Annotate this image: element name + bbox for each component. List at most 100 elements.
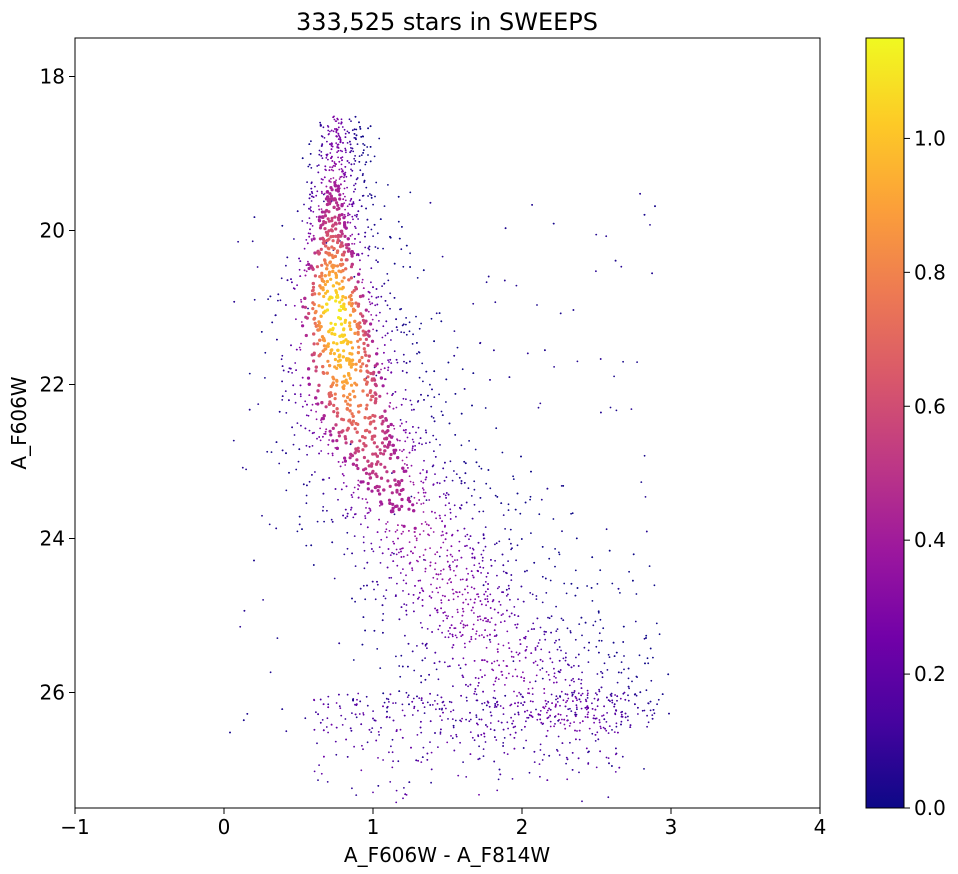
colorbar-tick-label: 0.2 <box>914 662 946 686</box>
x-tick-label: −1 <box>60 815 89 839</box>
scatter-point <box>358 199 361 202</box>
scatter-point <box>351 496 354 498</box>
scatter-point <box>312 196 315 199</box>
scatter-point <box>381 452 386 456</box>
scatter-point <box>274 314 277 316</box>
scatter-point <box>443 704 446 707</box>
scatter-point <box>498 664 500 667</box>
scatter-point <box>653 712 656 715</box>
scatter-point <box>580 679 583 681</box>
scatter-point <box>340 175 343 178</box>
scatter-point <box>408 451 411 454</box>
scatter-point <box>389 307 391 310</box>
scatter-point <box>376 531 379 533</box>
scatter-point <box>354 160 357 162</box>
scatter-point <box>379 451 383 455</box>
scatter-point <box>385 523 387 525</box>
scatter-point <box>639 192 641 195</box>
scatter-point <box>539 626 542 629</box>
scatter-point <box>649 709 652 712</box>
scatter-point <box>643 454 646 457</box>
scatter-point <box>510 716 512 719</box>
scatter-point <box>571 512 574 515</box>
scatter-point <box>615 722 618 725</box>
scatter-point <box>486 634 489 637</box>
scatter-point <box>417 491 420 494</box>
scatter-point <box>529 495 532 498</box>
scatter-point <box>322 414 326 418</box>
scatter-point <box>344 166 347 168</box>
scatter-point <box>465 598 467 601</box>
scatter-point <box>369 508 372 510</box>
scatter-point <box>380 368 382 371</box>
scatter-point <box>270 451 273 453</box>
scatter-point <box>400 556 403 558</box>
scatter-point <box>412 333 414 336</box>
scatter-point <box>329 130 331 133</box>
scatter-point <box>467 591 469 594</box>
scatter-point <box>345 342 350 346</box>
scatter-point <box>380 726 382 729</box>
scatter-point <box>321 192 323 195</box>
scatter-point <box>364 467 368 471</box>
scatter-point <box>441 594 444 597</box>
scatter-point <box>318 208 321 211</box>
scatter-point <box>349 383 354 387</box>
scatter-point <box>393 262 396 265</box>
scatter-point <box>453 504 456 507</box>
scatter-point <box>381 336 384 339</box>
scatter-point <box>520 729 523 731</box>
scatter-point <box>581 720 584 723</box>
scatter-point <box>310 238 313 241</box>
scatter-point <box>326 344 330 348</box>
scatter-point <box>579 722 581 724</box>
scatter-point <box>553 641 556 644</box>
scatter-point <box>436 694 439 696</box>
scatter-point <box>388 440 392 444</box>
scatter-point <box>614 694 616 696</box>
scatter-point <box>651 717 654 720</box>
scatter-point <box>501 674 504 676</box>
scatter-point <box>498 586 500 588</box>
scatter-point <box>311 403 314 406</box>
scatter-point <box>613 655 616 657</box>
scatter-point <box>475 693 478 696</box>
scatter-point <box>506 630 509 633</box>
scatter-point <box>512 475 514 478</box>
scatter-point <box>348 161 350 164</box>
scatter-point <box>369 398 373 402</box>
scatter-point <box>327 219 331 223</box>
scatter-point <box>482 584 485 587</box>
scatter-point <box>372 235 374 238</box>
scatter-point <box>450 735 452 737</box>
scatter-point <box>476 593 478 596</box>
scatter-point <box>344 267 348 271</box>
scatter-point <box>587 692 589 695</box>
scatter-point <box>456 611 459 614</box>
scatter-point <box>416 342 418 344</box>
scatter-point <box>400 550 402 553</box>
scatter-point <box>620 711 622 714</box>
scatter-point <box>424 548 427 551</box>
scatter-point <box>414 546 416 549</box>
scatter-point <box>413 408 415 411</box>
scatter-point <box>598 688 600 691</box>
scatter-point <box>330 216 334 220</box>
scatter-point <box>494 559 496 562</box>
scatter-point <box>362 341 366 346</box>
scatter-point <box>614 753 617 756</box>
scatter-point <box>442 711 444 714</box>
scatter-point <box>425 476 428 479</box>
scatter-point <box>502 728 505 731</box>
scatter-point <box>421 642 424 645</box>
scatter-point <box>362 152 364 154</box>
scatter-point <box>622 692 625 695</box>
scatter-point <box>405 398 407 401</box>
scatter-point <box>481 659 484 661</box>
scatter-point <box>411 449 414 452</box>
scatter-point <box>468 640 471 643</box>
scatter-point <box>446 617 448 620</box>
scatter-point <box>620 720 623 723</box>
scatter-point <box>370 314 373 316</box>
scatter-point <box>646 714 648 717</box>
